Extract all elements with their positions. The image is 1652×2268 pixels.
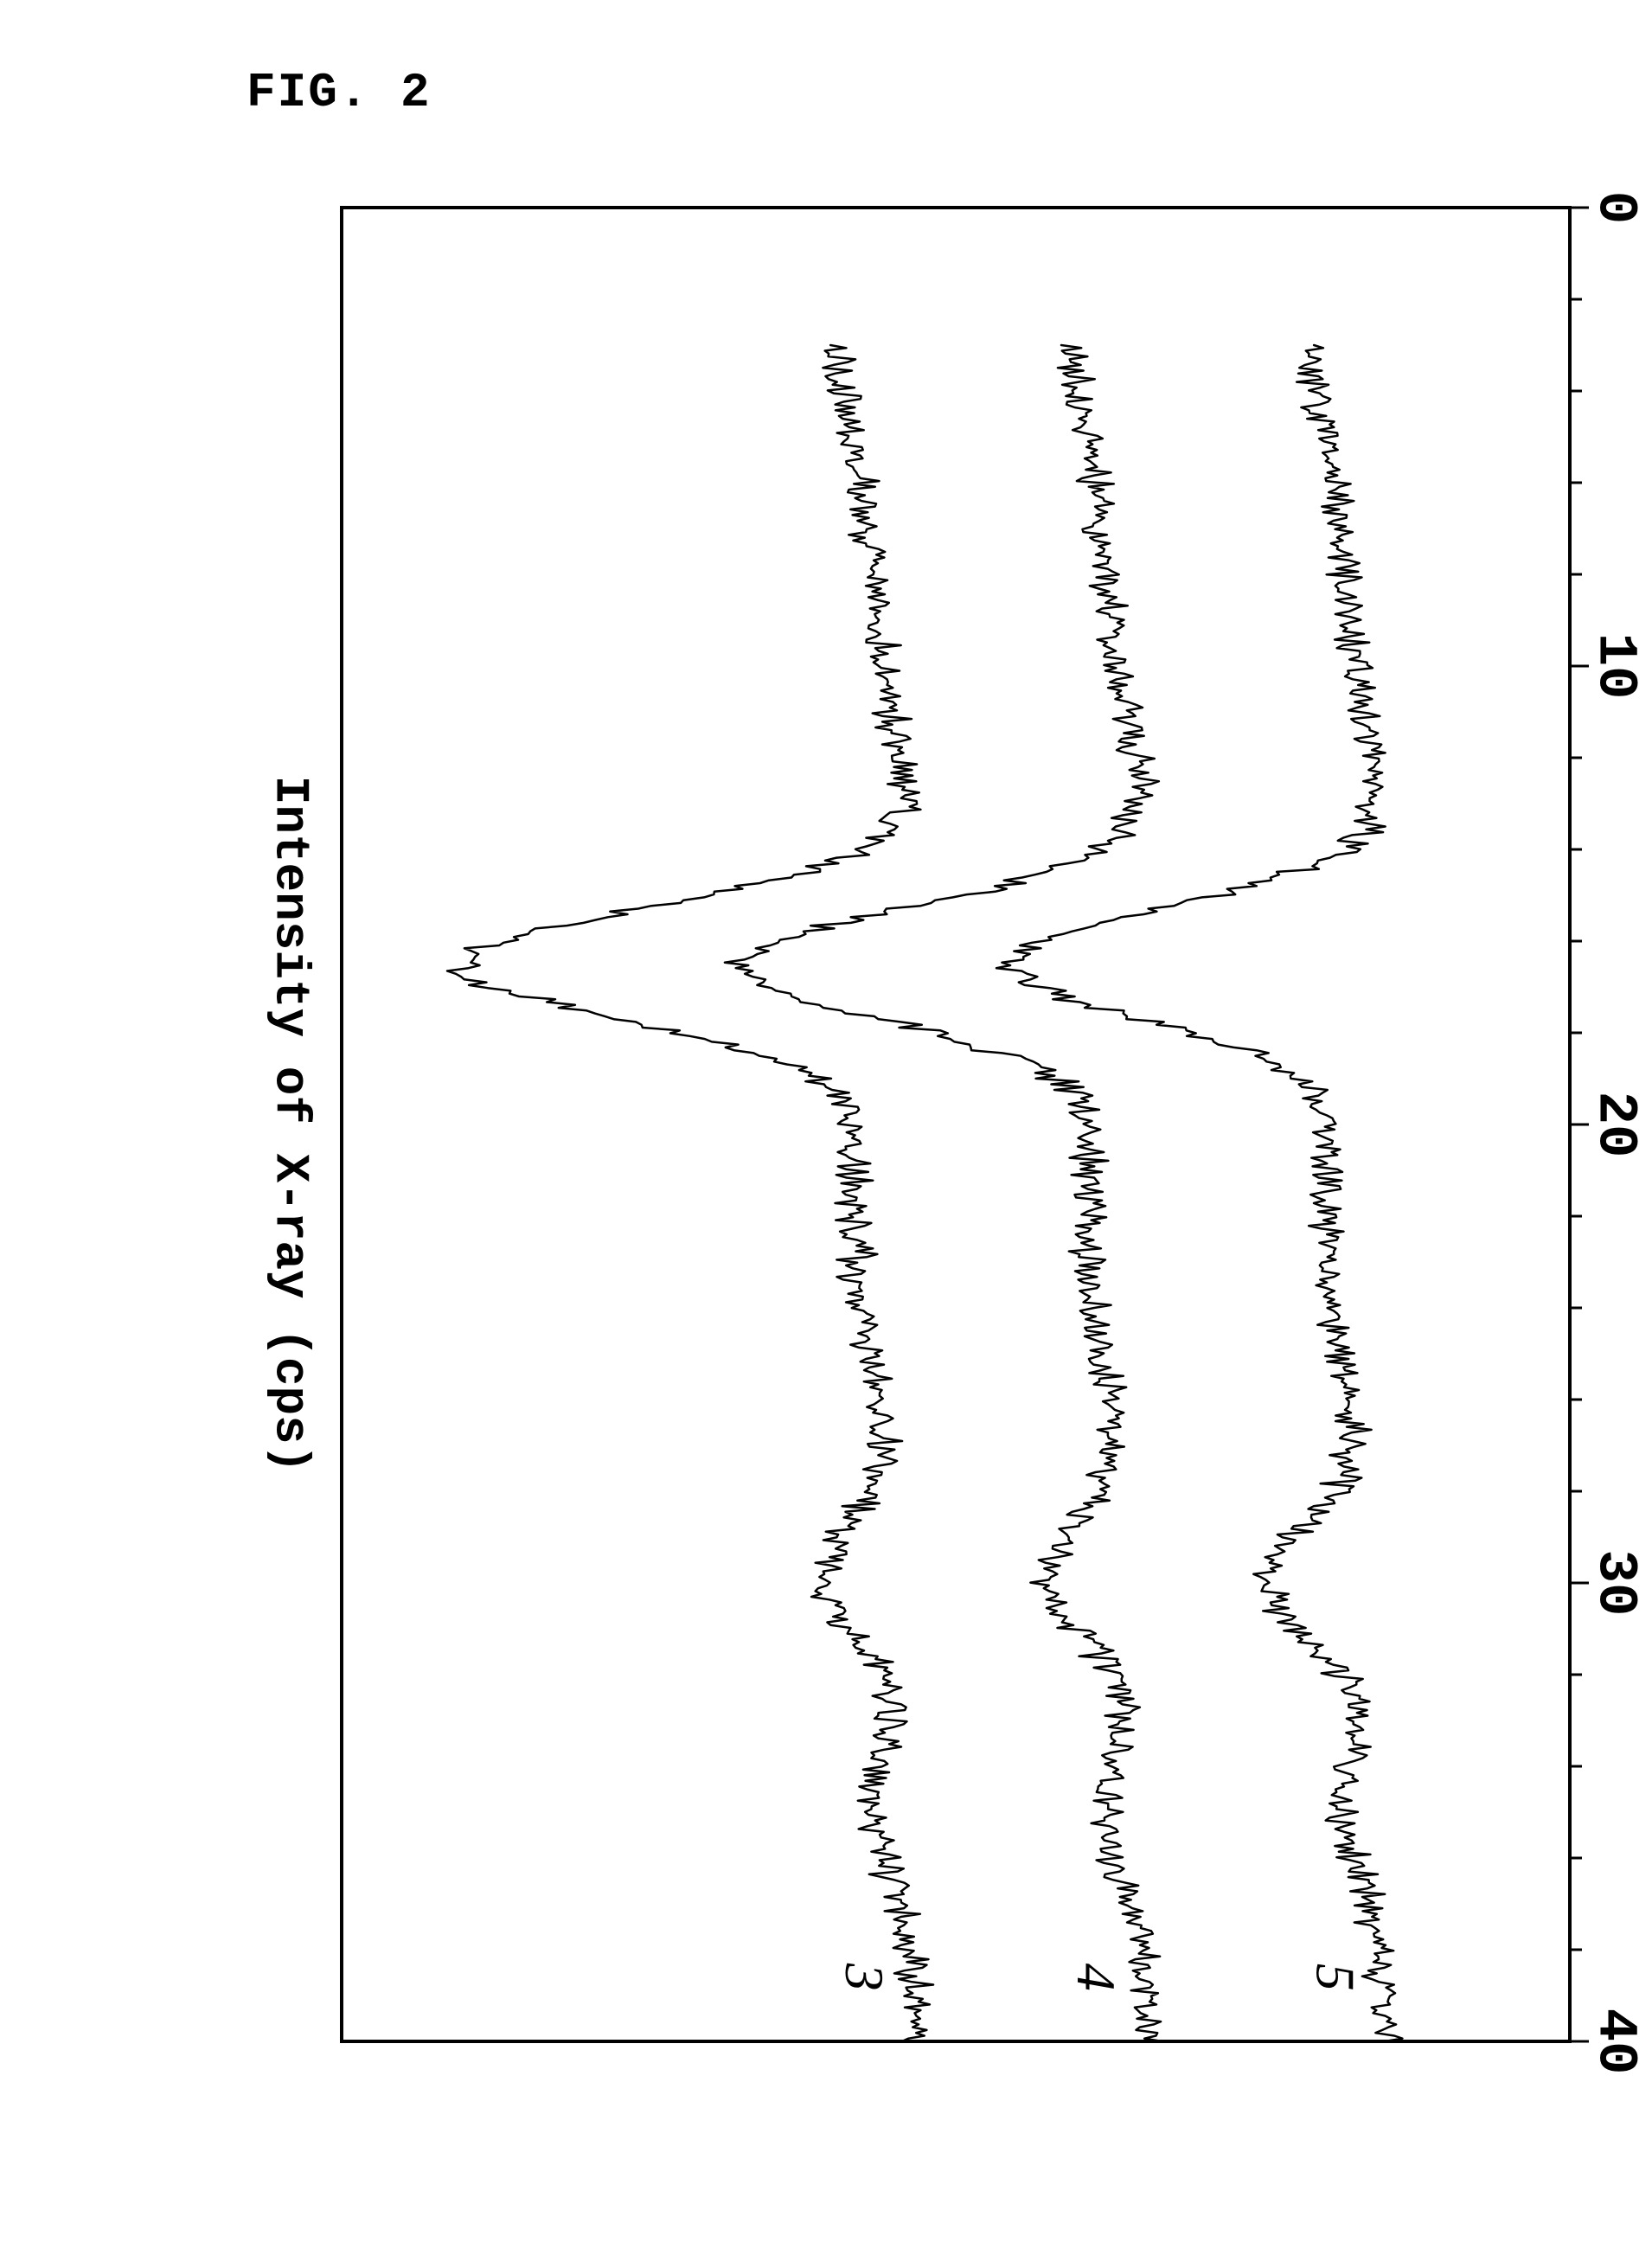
xtick-label: 30 xyxy=(1584,1550,1646,1617)
xrd-trace-4 xyxy=(725,345,1162,2041)
plot-border xyxy=(342,208,1570,2041)
xtick-label: 40 xyxy=(1584,2009,1646,2075)
svg-text:20: 20 xyxy=(1584,1092,1646,1158)
xtick-label: 10 xyxy=(1584,633,1646,700)
y-axis-label: Intensity of X-ray (cps) xyxy=(262,776,317,1474)
svg-text:5: 5 xyxy=(1304,1964,1366,1991)
svg-text:4: 4 xyxy=(1066,1964,1127,1991)
svg-text:Intensity of X-ray (cps): Intensity of X-ray (cps) xyxy=(262,776,317,1474)
svg-text:10: 10 xyxy=(1584,633,1646,700)
xrd-chart: 010203040Angle of diffraction 2 θ (degre… xyxy=(0,104,1652,2268)
page: FIG. 2 010203040Angle of diffraction 2 θ… xyxy=(0,0,1652,2268)
xtick-label: 20 xyxy=(1584,1092,1646,1158)
svg-text:0: 0 xyxy=(1584,191,1646,224)
svg-text:30: 30 xyxy=(1584,1550,1646,1617)
xrd-trace-5 xyxy=(996,345,1402,2041)
xtick-label: 0 xyxy=(1584,191,1646,224)
svg-text:3: 3 xyxy=(834,1963,895,1991)
series-label: 5 xyxy=(1304,1964,1366,1991)
series-label: 3 xyxy=(834,1963,895,1991)
series-label: 4 xyxy=(1066,1964,1127,1991)
xrd-trace-3 xyxy=(447,345,933,2041)
chart-svg: 010203040Angle of diffraction 2 θ (degre… xyxy=(0,104,1652,2268)
svg-text:40: 40 xyxy=(1584,2009,1646,2075)
